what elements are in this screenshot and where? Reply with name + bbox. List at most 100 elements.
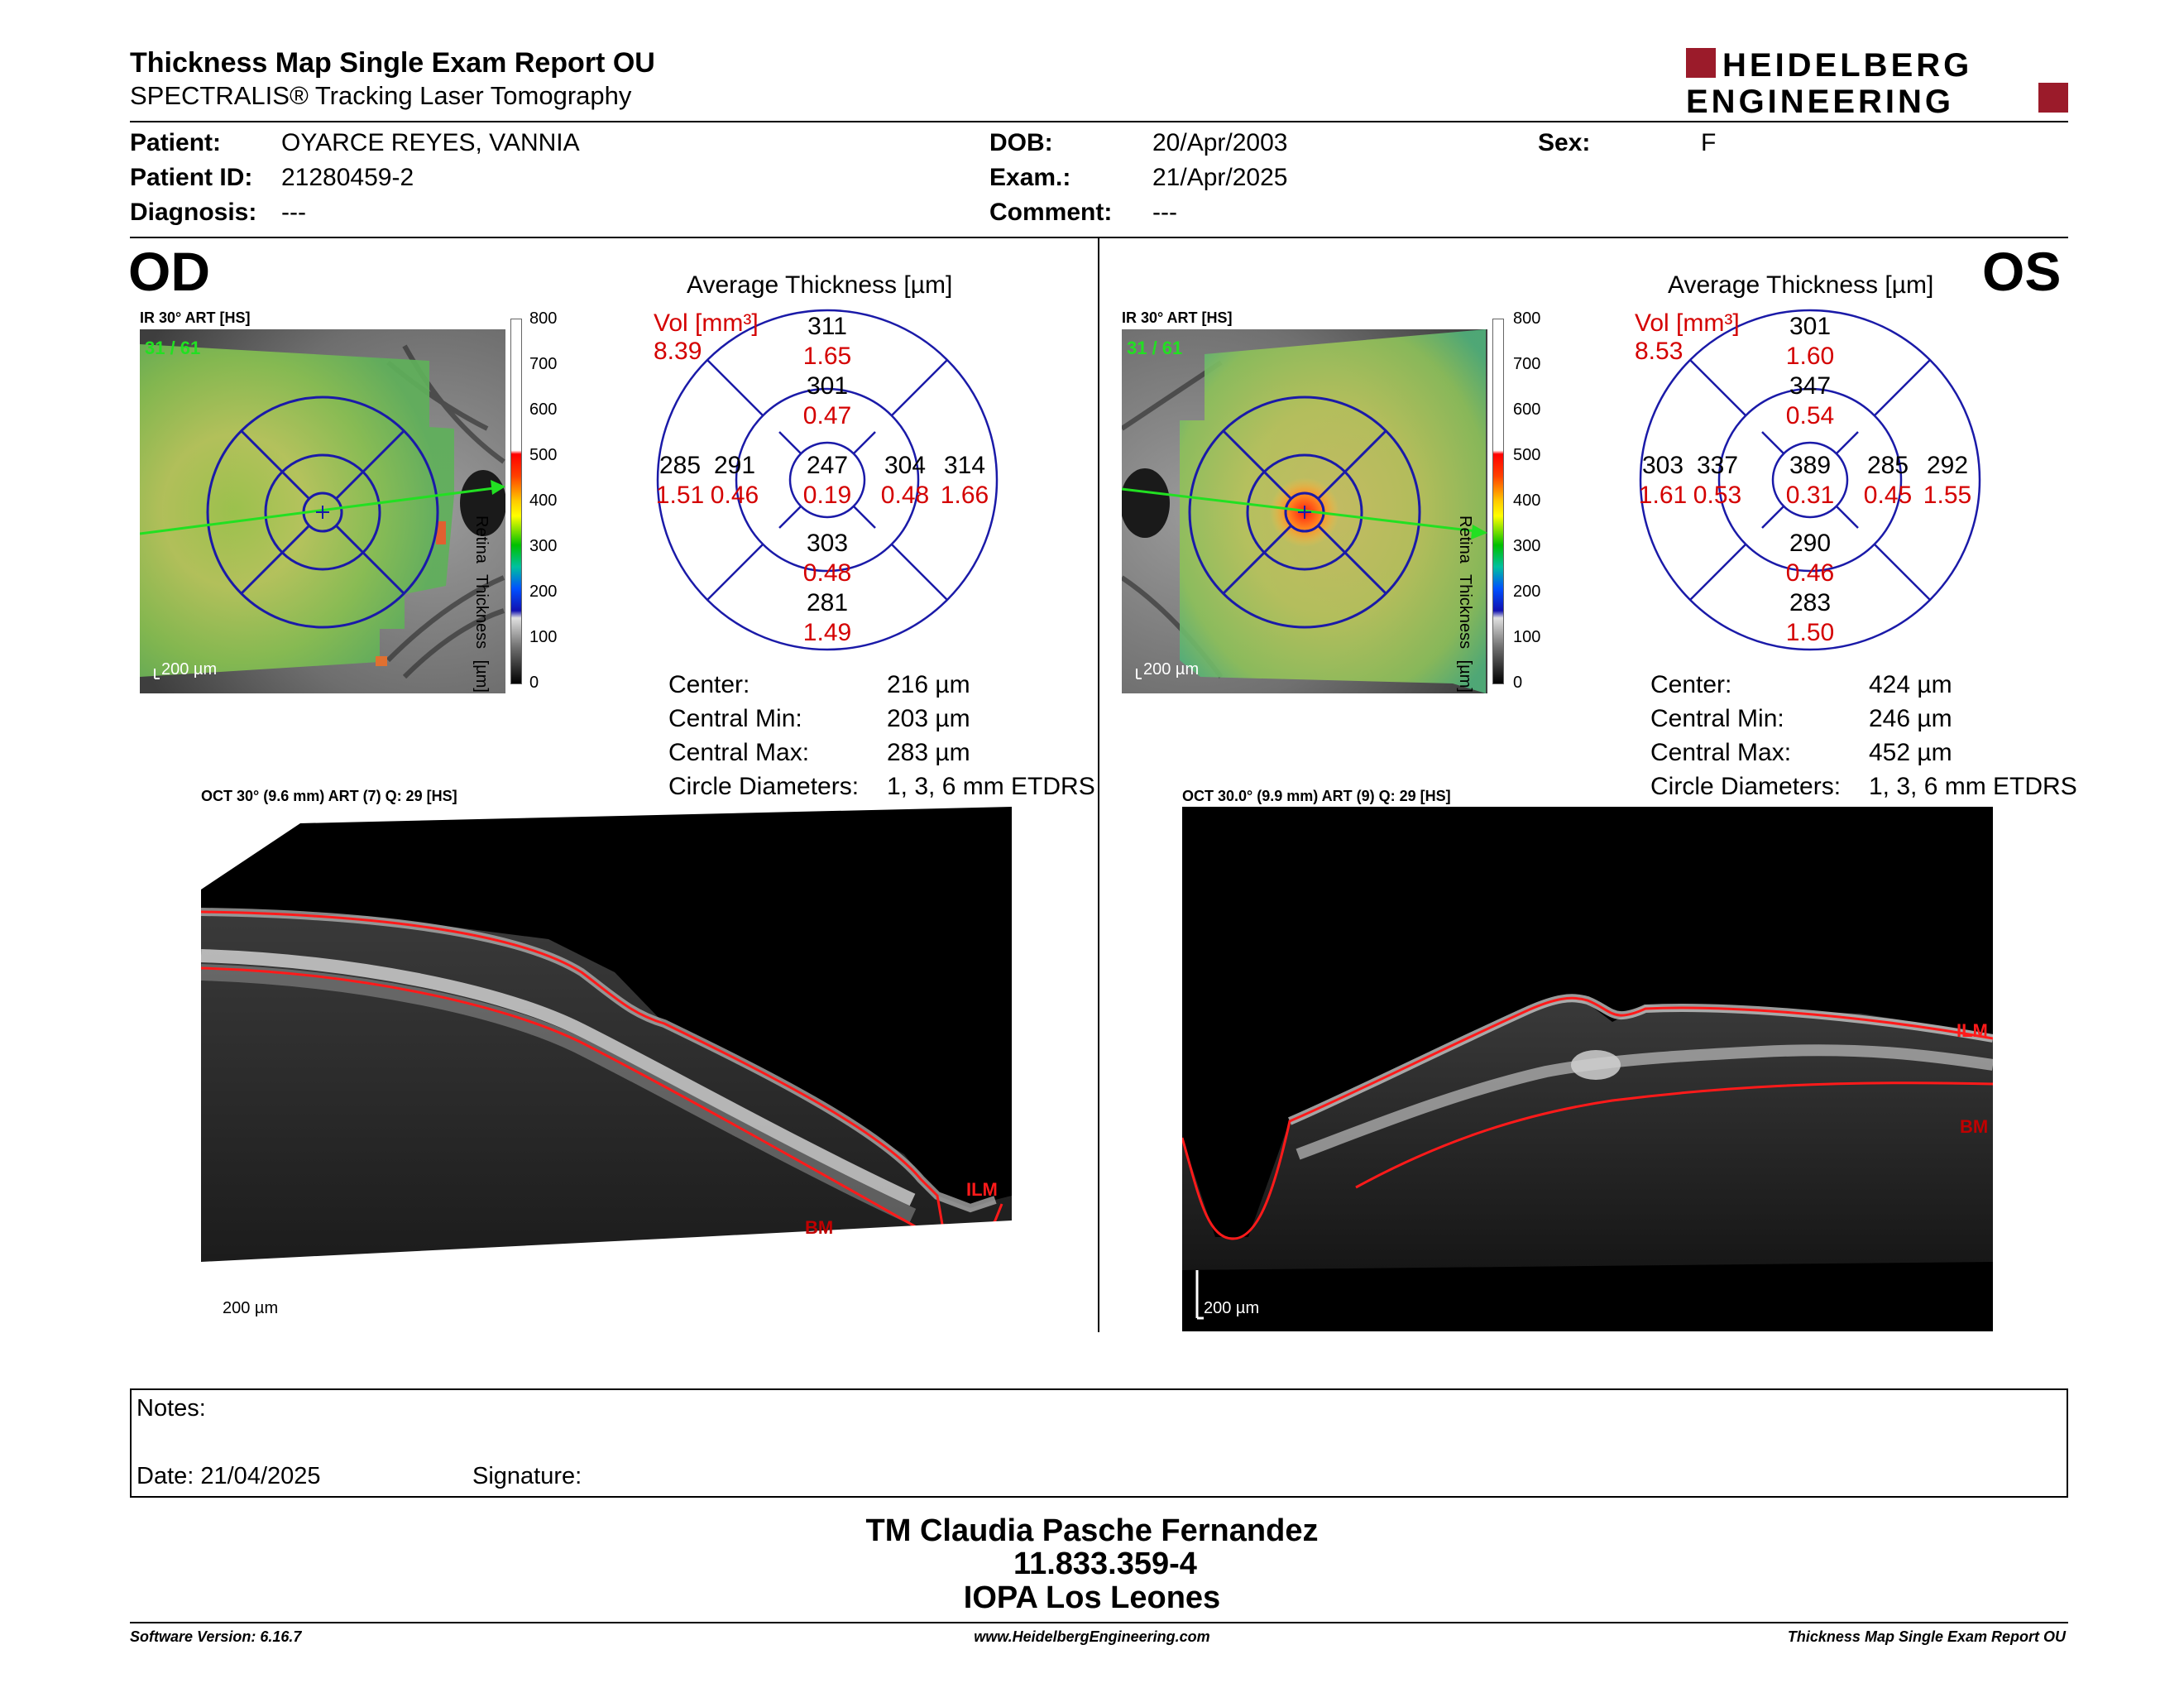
os-center: 389 bbox=[1789, 452, 1832, 479]
os-diameters-value: 1, 3, 6 mm ETDRS bbox=[1869, 773, 2077, 800]
os-inner-bottom: 290 bbox=[1789, 530, 1832, 557]
diagnosis-label: Diagnosis: bbox=[130, 199, 257, 226]
dob-label: DOB: bbox=[989, 129, 1053, 156]
od-colorbar-ticks: 800 700 600 500 400 300 200 100 0 bbox=[529, 309, 558, 692]
os-outer-top-vol: 1.60 bbox=[1785, 343, 1835, 370]
od-outer-left-vol: 1.51 bbox=[655, 482, 705, 509]
od-etdrs-overlay: 31 / 61 200 µm bbox=[140, 338, 505, 679]
os-etdrs-overlay: 31 / 61 200 µm bbox=[1122, 338, 1487, 679]
os-ir-label: IR 30° ART [HS] bbox=[1122, 309, 1233, 326]
os-inner-top: 347 bbox=[1789, 372, 1832, 400]
os-fundus-scale: 200 µm bbox=[1143, 660, 1199, 679]
os-oct-scan: 200 µm ILM BM bbox=[1181, 807, 1995, 1331]
od-outer-right: 314 bbox=[943, 452, 986, 479]
signature-name: TM Claudia Pasche Fernandez bbox=[865, 1513, 1319, 1548]
patient-label: Patient: bbox=[130, 129, 222, 156]
signature-place: IOPA Los Leones bbox=[963, 1580, 1221, 1615]
os-outer-top: 301 bbox=[1789, 313, 1832, 340]
od-outer-bottom-vol: 1.49 bbox=[802, 619, 852, 646]
sex-value: F bbox=[1701, 129, 1717, 156]
od-inner-left: 291 bbox=[713, 452, 756, 479]
od-inner-bottom: 303 bbox=[806, 530, 849, 557]
diagnosis-value: --- bbox=[281, 199, 306, 226]
date-label: Date: 21/04/2025 bbox=[136, 1463, 321, 1489]
od-oct-scale: 200 µm bbox=[223, 1299, 278, 1317]
signature-id: 11.833.359-4 bbox=[1013, 1547, 1197, 1581]
os-bm-label: BM bbox=[1960, 1116, 1988, 1137]
logo-line1: HEIDELBERG bbox=[1722, 47, 1972, 84]
od-ilm-label: ILM bbox=[966, 1179, 998, 1200]
os-thickness-grid bbox=[1639, 309, 1981, 651]
comment-value: --- bbox=[1152, 199, 1177, 226]
os-center-label: Center: bbox=[1650, 671, 1732, 698]
os-outer-left: 303 bbox=[1641, 452, 1684, 479]
od-central-min-label: Central Min: bbox=[668, 705, 802, 732]
footer-software: Software Version: 6.16.7 bbox=[130, 1628, 302, 1645]
header-rule bbox=[130, 121, 2068, 122]
os-outer-left-vol: 1.61 bbox=[1638, 482, 1688, 509]
logo-line2: ENGINEERING bbox=[1686, 84, 1954, 116]
od-outer-top: 311 bbox=[807, 313, 847, 340]
od-colorbar bbox=[510, 319, 522, 684]
eye-divider bbox=[1098, 238, 1099, 1332]
os-grid-values: 301 1.60 347 0.54 303 1.61 337 0.53 389 … bbox=[1636, 306, 1984, 654]
od-fundus-scale: 200 µm bbox=[161, 660, 217, 679]
os-oct-label: OCT 30.0° (9.9 mm) ART (9) Q: 29 [HS] bbox=[1182, 788, 1451, 804]
od-frames: 31 / 61 bbox=[145, 338, 200, 358]
os-central-max-label: Central Max: bbox=[1650, 739, 1792, 766]
exam-value: 21/Apr/2025 bbox=[1152, 164, 1288, 191]
od-center: 247 bbox=[806, 452, 849, 479]
od-outer-right-vol: 1.66 bbox=[940, 482, 989, 509]
os-central-max-value: 452 µm bbox=[1869, 739, 1952, 766]
od-ir-label: IR 30° ART [HS] bbox=[140, 309, 251, 326]
report-title: Thickness Map Single Exam Report OU bbox=[130, 47, 655, 79]
os-center-vol: 0.31 bbox=[1785, 482, 1835, 509]
od-center-label: Center: bbox=[668, 671, 750, 698]
os-outer-bottom: 283 bbox=[1789, 589, 1832, 616]
os-colorbar bbox=[1492, 319, 1504, 684]
os-outer-right: 292 bbox=[1926, 452, 1969, 479]
os-ilm-label: ILM bbox=[1956, 1020, 1988, 1041]
notes-label: Notes: bbox=[136, 1395, 206, 1422]
sex-label: Sex: bbox=[1538, 129, 1591, 156]
os-inner-right-vol: 0.45 bbox=[1863, 482, 1913, 509]
heidelberg-logo: HEIDELBERG ENGINEERING bbox=[1686, 47, 2068, 116]
od-oct-scan: 200 µm ILM BM bbox=[200, 807, 1012, 1331]
os-central-min-label: Central Min: bbox=[1650, 705, 1784, 732]
od-inner-right-vol: 0.48 bbox=[880, 482, 930, 509]
patient-rule bbox=[130, 237, 2068, 238]
od-inner-top: 301 bbox=[806, 372, 849, 400]
od-colorbar-title: Retina Thickness [µm] bbox=[472, 516, 491, 693]
od-outer-top-vol: 1.65 bbox=[802, 343, 852, 370]
od-outer-bottom: 281 bbox=[806, 589, 849, 616]
os-inner-top-vol: 0.54 bbox=[1785, 402, 1835, 429]
os-inner-bottom-vol: 0.46 bbox=[1785, 559, 1835, 587]
od-inner-bottom-vol: 0.48 bbox=[802, 559, 852, 587]
os-diameters-label: Circle Diameters: bbox=[1650, 773, 1842, 800]
os-center-value: 424 µm bbox=[1869, 671, 1952, 698]
od-vol-label: Vol [mm³] bbox=[654, 309, 759, 337]
os-colorbar-ticks: 800 700 600 500 400 300 200 100 0 bbox=[1513, 309, 1541, 692]
od-outer-left: 285 bbox=[659, 452, 702, 479]
os-inner-left-vol: 0.53 bbox=[1693, 482, 1742, 509]
notes-box[interactable]: Notes: Date: 21/04/2025 Signature: bbox=[130, 1388, 2068, 1498]
footer-website[interactable]: www.HeidelbergEngineering.com bbox=[974, 1628, 1210, 1645]
od-eye-label: OD bbox=[128, 241, 210, 302]
od-inner-right: 304 bbox=[884, 452, 927, 479]
os-eye-label: OS bbox=[1982, 241, 2062, 302]
od-avg-title: Average Thickness [µm] bbox=[687, 271, 953, 299]
od-central-min-value: 203 µm bbox=[887, 705, 970, 732]
patient-value: OYARCE REYES, VANNIA bbox=[281, 129, 580, 156]
exam-label: Exam.: bbox=[989, 164, 1071, 191]
os-frames: 31 / 61 bbox=[1127, 338, 1182, 358]
patient-id-value: 21280459-2 bbox=[281, 164, 414, 191]
footer-rule bbox=[130, 1622, 2068, 1623]
os-vol-total: 8.53 bbox=[1635, 338, 1684, 365]
os-oct-scale: 200 µm bbox=[1204, 1299, 1259, 1317]
od-diameters-label: Circle Diameters: bbox=[668, 773, 860, 800]
os-central-min-value: 246 µm bbox=[1869, 705, 1952, 732]
os-vol-label: Vol [mm³] bbox=[1635, 309, 1740, 337]
os-outer-right-vol: 1.55 bbox=[1923, 482, 1972, 509]
os-colorbar-title: Retina Thickness [µm] bbox=[1456, 516, 1474, 693]
dob-value: 20/Apr/2003 bbox=[1152, 129, 1288, 156]
